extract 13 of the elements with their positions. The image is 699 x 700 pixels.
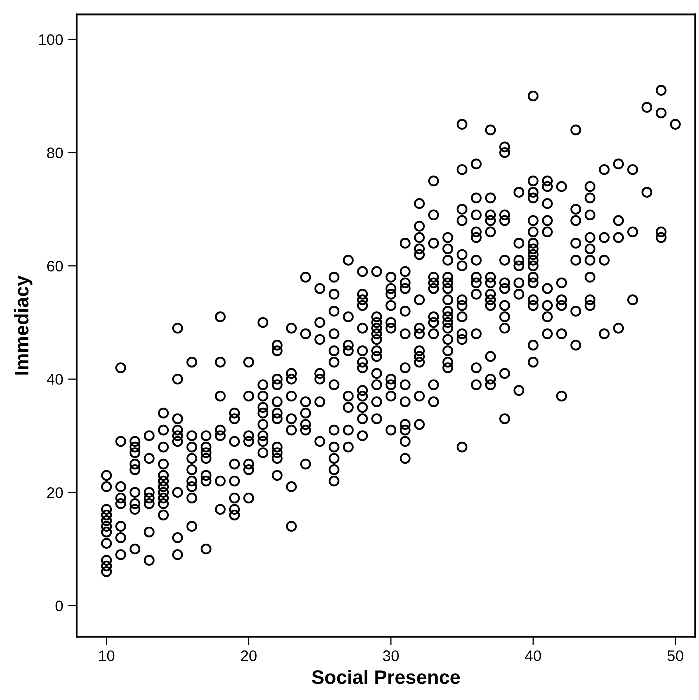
- y-tick-label: 0: [56, 600, 64, 612]
- y-axis-title: Immediacy: [14, 276, 33, 375]
- x-tick-label: 30: [383, 650, 400, 662]
- x-tick-label: 50: [668, 650, 684, 662]
- y-tick-label: 20: [47, 487, 64, 498]
- x-tick-label: 40: [525, 650, 542, 662]
- y-tick-label: 80: [47, 148, 64, 159]
- y-tick-label: 60: [47, 260, 64, 272]
- y-tick-label: 100: [39, 34, 64, 46]
- y-tick-label: 40: [47, 374, 64, 386]
- x-tick-label: 20: [241, 650, 257, 662]
- x-axis-title: Social Presence: [312, 670, 460, 684]
- x-tick-label: 10: [99, 650, 115, 662]
